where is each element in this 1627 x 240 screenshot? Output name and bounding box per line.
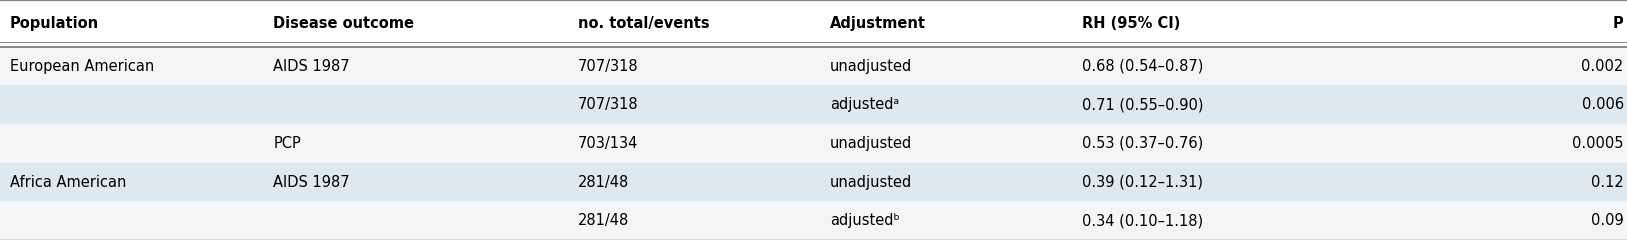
Text: European American: European American bbox=[10, 59, 155, 74]
Text: adjustedᵃ: adjustedᵃ bbox=[830, 97, 898, 112]
Text: 0.68 (0.54–0.87): 0.68 (0.54–0.87) bbox=[1082, 59, 1204, 74]
Bar bbox=[0, 201, 1627, 240]
Text: 703/134: 703/134 bbox=[578, 136, 638, 151]
Text: 0.12: 0.12 bbox=[1591, 174, 1624, 190]
Text: Adjustment: Adjustment bbox=[830, 16, 926, 31]
Bar bbox=[0, 47, 1627, 85]
Text: P: P bbox=[1612, 16, 1624, 31]
Text: RH (95% CI): RH (95% CI) bbox=[1082, 16, 1180, 31]
Text: adjustedᵇ: adjustedᵇ bbox=[830, 213, 900, 228]
Text: 707/318: 707/318 bbox=[578, 97, 638, 112]
Text: unadjusted: unadjusted bbox=[830, 59, 913, 74]
Text: unadjusted: unadjusted bbox=[830, 136, 913, 151]
Text: 0.09: 0.09 bbox=[1591, 213, 1624, 228]
Text: AIDS 1987: AIDS 1987 bbox=[273, 59, 350, 74]
Text: 0.39 (0.12–1.31): 0.39 (0.12–1.31) bbox=[1082, 174, 1202, 190]
Text: PCP: PCP bbox=[273, 136, 301, 151]
Text: Africa American: Africa American bbox=[10, 174, 127, 190]
Bar bbox=[0, 124, 1627, 163]
Text: 707/318: 707/318 bbox=[578, 59, 638, 74]
Text: 0.006: 0.006 bbox=[1581, 97, 1624, 112]
Text: AIDS 1987: AIDS 1987 bbox=[273, 174, 350, 190]
Text: unadjusted: unadjusted bbox=[830, 174, 913, 190]
Text: Disease outcome: Disease outcome bbox=[273, 16, 415, 31]
Bar bbox=[0, 163, 1627, 201]
Text: 281/48: 281/48 bbox=[578, 213, 628, 228]
Text: 0.34 (0.10–1.18): 0.34 (0.10–1.18) bbox=[1082, 213, 1202, 228]
Text: Population: Population bbox=[10, 16, 99, 31]
Text: 281/48: 281/48 bbox=[578, 174, 628, 190]
Text: 0.002: 0.002 bbox=[1581, 59, 1624, 74]
Text: no. total/events: no. total/events bbox=[578, 16, 709, 31]
Text: 0.53 (0.37–0.76): 0.53 (0.37–0.76) bbox=[1082, 136, 1204, 151]
Bar bbox=[0, 0, 1627, 47]
Text: 0.0005: 0.0005 bbox=[1572, 136, 1624, 151]
Bar bbox=[0, 85, 1627, 124]
Text: 0.71 (0.55–0.90): 0.71 (0.55–0.90) bbox=[1082, 97, 1204, 112]
